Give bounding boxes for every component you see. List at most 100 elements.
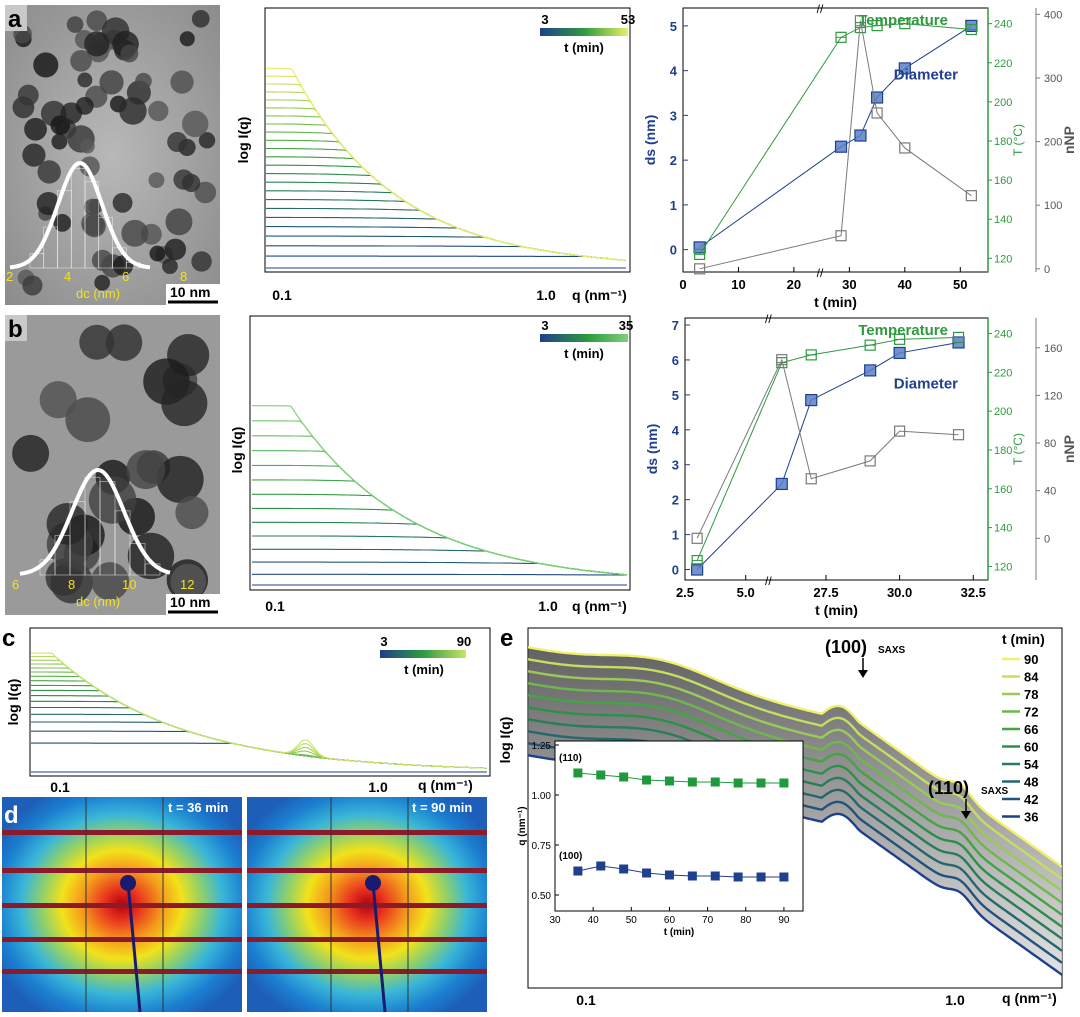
- nanoparticle: [22, 275, 43, 296]
- y2tick-label: 160: [994, 175, 1012, 187]
- peak-label-110: (110) SAXS: [928, 778, 1009, 819]
- label-temperature: Temperature: [858, 12, 948, 29]
- inset-point-(110): [756, 778, 766, 788]
- nanoparticle: [79, 324, 115, 360]
- series-line-nNP: [699, 20, 972, 270]
- nanoparticle: [126, 450, 166, 490]
- nanoparticle: [91, 249, 113, 271]
- inset-xtick-label: 80: [740, 915, 752, 926]
- stack-curve-90: [528, 646, 1062, 868]
- detector-time-90: t = 90 min: [412, 800, 472, 815]
- peak-100-text: (100): [825, 637, 867, 657]
- tem-tick-b-3: 12: [180, 577, 194, 592]
- tem-tick-b-2: 10: [122, 577, 136, 592]
- nanoparticle: [148, 172, 165, 189]
- y2tick-label: 140: [994, 523, 1012, 535]
- data-point-nNP: [691, 532, 703, 544]
- colorbar-b: [540, 334, 628, 342]
- nanoparticle: [164, 238, 187, 261]
- y3tick-label: 400: [1044, 9, 1062, 21]
- saxs-stack-plot-e: e log I(q) 0.1 1.0 q (nm⁻¹) (100) SAXS (…: [497, 625, 1063, 1008]
- nanoparticle: [75, 96, 94, 115]
- saxs-b-curve: [252, 405, 628, 576]
- data-point-nNP: [694, 263, 706, 275]
- detector-gap-row: [247, 969, 487, 974]
- saxs-curves-c: [31, 652, 488, 773]
- ytick-label: 7: [672, 318, 679, 333]
- saxs-plot-b: log I(q) 0.1 1.0 q (nm⁻¹) 3 35 t (min): [229, 315, 633, 614]
- inset-xtick-label: 60: [664, 915, 676, 926]
- xlabel-saxs-c: q (nm⁻¹): [418, 777, 473, 793]
- y3tick-label: 160: [1044, 343, 1062, 355]
- ylabel-saxs-c: log I(q): [5, 679, 21, 726]
- tem-tick-a-0: 2: [6, 269, 13, 284]
- legend-label-90: 90: [1024, 652, 1038, 667]
- ylabel-e: log I(q): [497, 717, 513, 764]
- axis-break-bottom: //: [765, 574, 772, 588]
- ytick-label: 2: [672, 493, 679, 508]
- detector-gap-row: [2, 937, 242, 942]
- data-point-Diameter: [864, 364, 877, 377]
- nanoparticle: [86, 10, 108, 32]
- saxs-b-curve: [252, 435, 628, 576]
- y3tick-label: 300: [1044, 73, 1062, 85]
- nanoparticle: [80, 138, 95, 154]
- peak-label-100: (100) SAXS: [825, 637, 906, 678]
- inset-ytick-label: 0.75: [532, 841, 552, 852]
- detector-gap-row: [247, 903, 487, 908]
- data-point-nNP: [871, 107, 883, 119]
- inset-point-(110): [664, 776, 674, 786]
- saxs-c-curve: [31, 730, 488, 769]
- xlabel: t (min): [815, 602, 858, 618]
- tem-tick-a-1: 4: [64, 269, 71, 284]
- ylabel: ds (nm): [642, 115, 658, 166]
- nanoparticle: [194, 181, 217, 204]
- saxs-a-curve: [266, 207, 627, 261]
- inset-point-(110): [687, 777, 697, 787]
- y2tick-label: 180: [994, 136, 1012, 148]
- detector-gap-row: [247, 830, 487, 835]
- data-point-Diameter: [691, 563, 704, 576]
- panel-label-b: b: [8, 316, 23, 343]
- series-line-Diameter: [696, 341, 959, 570]
- saxs-a-curve: [266, 131, 627, 261]
- legend-title-e: t (min): [1002, 631, 1045, 647]
- nanoparticle: [120, 44, 139, 63]
- cb-max-b: 35: [619, 318, 633, 333]
- tem-xlabel-b: dc (nm): [76, 594, 120, 609]
- inset-point-(100): [756, 872, 766, 882]
- nanoparticles-b: [12, 324, 210, 604]
- ytick-label: 1: [670, 198, 677, 213]
- data-point-nNP: [805, 473, 817, 485]
- data-point-nNP: [952, 429, 965, 441]
- saxs-b-curve: [252, 573, 628, 576]
- inset-point-(100): [779, 872, 789, 882]
- nanoparticle: [162, 258, 178, 275]
- xtick-label: 10: [731, 277, 745, 292]
- panel-label-e: e: [500, 625, 513, 652]
- inset-point-(110): [710, 777, 720, 787]
- ytick-label: 3: [670, 108, 677, 123]
- saxs-c-curve: [31, 652, 488, 769]
- saxs-a-curve: [266, 83, 627, 261]
- legend-label-48: 48: [1024, 775, 1038, 790]
- saxs-c-curve: [31, 667, 488, 769]
- data-point-nNP: [854, 15, 867, 27]
- legend-e: 90 84 78 72 66 60 54 48 42 36: [1002, 652, 1039, 825]
- saxs-a-curve: [266, 75, 627, 261]
- saxs-b-curve: [252, 507, 628, 576]
- xlabel-saxs-b: q (nm⁻¹): [572, 598, 627, 614]
- ytick-label: 4: [670, 64, 678, 79]
- detector-images: d t = 36 min t = 90 min: [2, 797, 487, 1013]
- data-point-Diameter: [870, 91, 884, 104]
- saxs-c-curve: [31, 689, 488, 769]
- tem-tick-a-2: 6: [122, 269, 129, 284]
- y2tick-label: 200: [994, 97, 1012, 109]
- cb-max-c: 90: [457, 634, 471, 649]
- nanoparticle: [149, 245, 166, 262]
- saxs-a-curve: [266, 67, 627, 261]
- gaussian-fit-a: [9, 160, 151, 270]
- nanoparticle: [84, 31, 110, 57]
- y3tick-label: 200: [1044, 137, 1062, 149]
- saxs-c-curve: [31, 680, 488, 769]
